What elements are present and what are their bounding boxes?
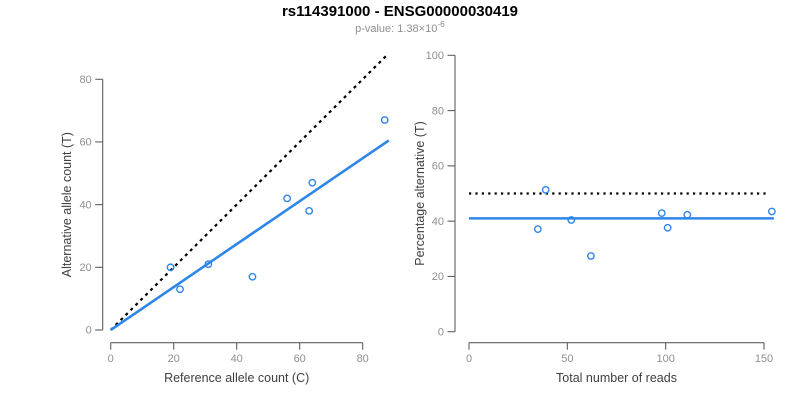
pvalue-exponent: -6 xyxy=(437,19,445,30)
data-point xyxy=(308,178,317,187)
data-point xyxy=(248,272,257,281)
x-tick-label: 100 xyxy=(656,353,674,365)
y-tick-label: 0 xyxy=(86,325,92,337)
data-point xyxy=(166,263,175,272)
allele-counts-plot: 0 20 40 60 80 0 20 40 60 80 Reference allele count… xyxy=(60,54,390,385)
data-point xyxy=(305,207,314,215)
data-point xyxy=(663,223,672,232)
y-tick-label: 20 xyxy=(79,262,91,274)
y-tick-label: 80 xyxy=(432,105,444,117)
data-point xyxy=(283,194,291,203)
data-point xyxy=(204,260,213,269)
fit-line xyxy=(109,139,390,332)
data-point xyxy=(587,252,595,260)
data-point xyxy=(657,209,666,218)
data-point xyxy=(767,207,776,216)
y-tick-label: 60 xyxy=(432,161,444,173)
pvalue-text: p-value: 1.38×10 xyxy=(355,23,438,35)
data-point xyxy=(176,285,184,294)
x-tick-label: 80 xyxy=(357,353,369,365)
x-axis-title: Total number of reads xyxy=(556,371,677,385)
data-point xyxy=(567,216,576,224)
y-tick-label: 40 xyxy=(432,216,444,228)
x-tick-label: 20 xyxy=(168,353,180,365)
x-tick-label: 50 xyxy=(561,353,573,365)
page-title: rs114391000 - ENSG00000030419 xyxy=(281,3,519,20)
y-tick-label: 0 xyxy=(438,326,444,338)
x-tick-label: 0 xyxy=(466,353,472,365)
identity-line xyxy=(109,54,388,331)
y-axis-title: Alternative allele count (T) xyxy=(60,132,74,277)
y-tick-label: 20 xyxy=(432,271,444,283)
y-axis-title: Percentage alternative (T) xyxy=(413,121,427,266)
y-tick-label: 100 xyxy=(426,50,444,62)
x-tick-label: 150 xyxy=(755,353,773,365)
y-tick-label: 80 xyxy=(79,74,91,86)
x-tick-label: 40 xyxy=(231,353,243,365)
percentage-alternative-plot: 0 20 40 60 80 100 0 50 100 150 Total number of rea… xyxy=(413,50,776,385)
x-tick-label: 0 xyxy=(108,353,114,365)
x-tick-label: 60 xyxy=(294,353,306,365)
x-axis-title: Reference allele count (C) xyxy=(164,371,309,385)
pvalue-subtitle: p-value: 1.38×10-6 xyxy=(0,20,800,35)
data-point xyxy=(533,225,542,234)
data-point xyxy=(380,116,389,124)
data-point xyxy=(683,210,692,219)
y-tick-label: 60 xyxy=(79,137,91,149)
data-point xyxy=(541,186,550,194)
y-tick-label: 40 xyxy=(79,199,91,211)
